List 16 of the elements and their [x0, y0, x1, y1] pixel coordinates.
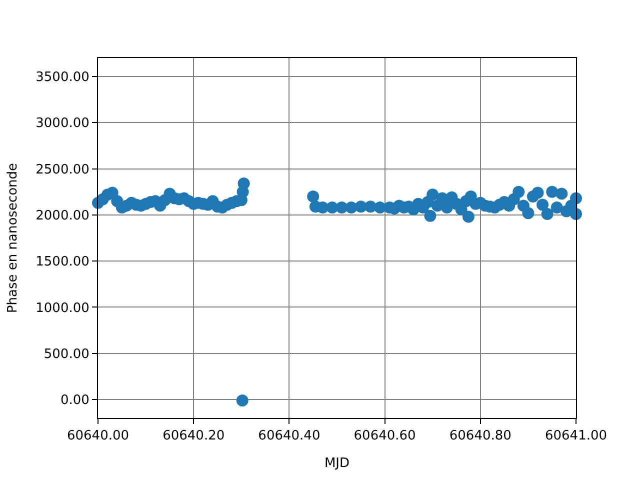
y-tick-label: 1500.00: [36, 254, 90, 270]
x-tick-label: 60640.20: [162, 428, 225, 444]
x-tick-label: 60640.40: [258, 428, 320, 444]
y-tick-label: 1000.00: [36, 300, 90, 316]
x-tick-label: 60640.80: [449, 428, 512, 444]
y-tick-label: 3500.00: [36, 70, 90, 86]
y-axis-title: Phase en nanoseconde: [6, 162, 21, 314]
y-tick-label: 500.00: [44, 346, 90, 362]
x-tick-label: 60640.60: [354, 428, 416, 444]
y-tick-label: 3000.00: [36, 116, 90, 132]
y-tick-label: 2500.00: [36, 162, 90, 178]
x-tick-label: 60641.00: [544, 428, 608, 444]
y-tick-label: 0.00: [60, 393, 90, 408]
x-tick-label: 60640.00: [66, 428, 130, 444]
y-tick-label: 2000.00: [36, 208, 90, 224]
x-axis-title: MJD: [324, 456, 350, 472]
